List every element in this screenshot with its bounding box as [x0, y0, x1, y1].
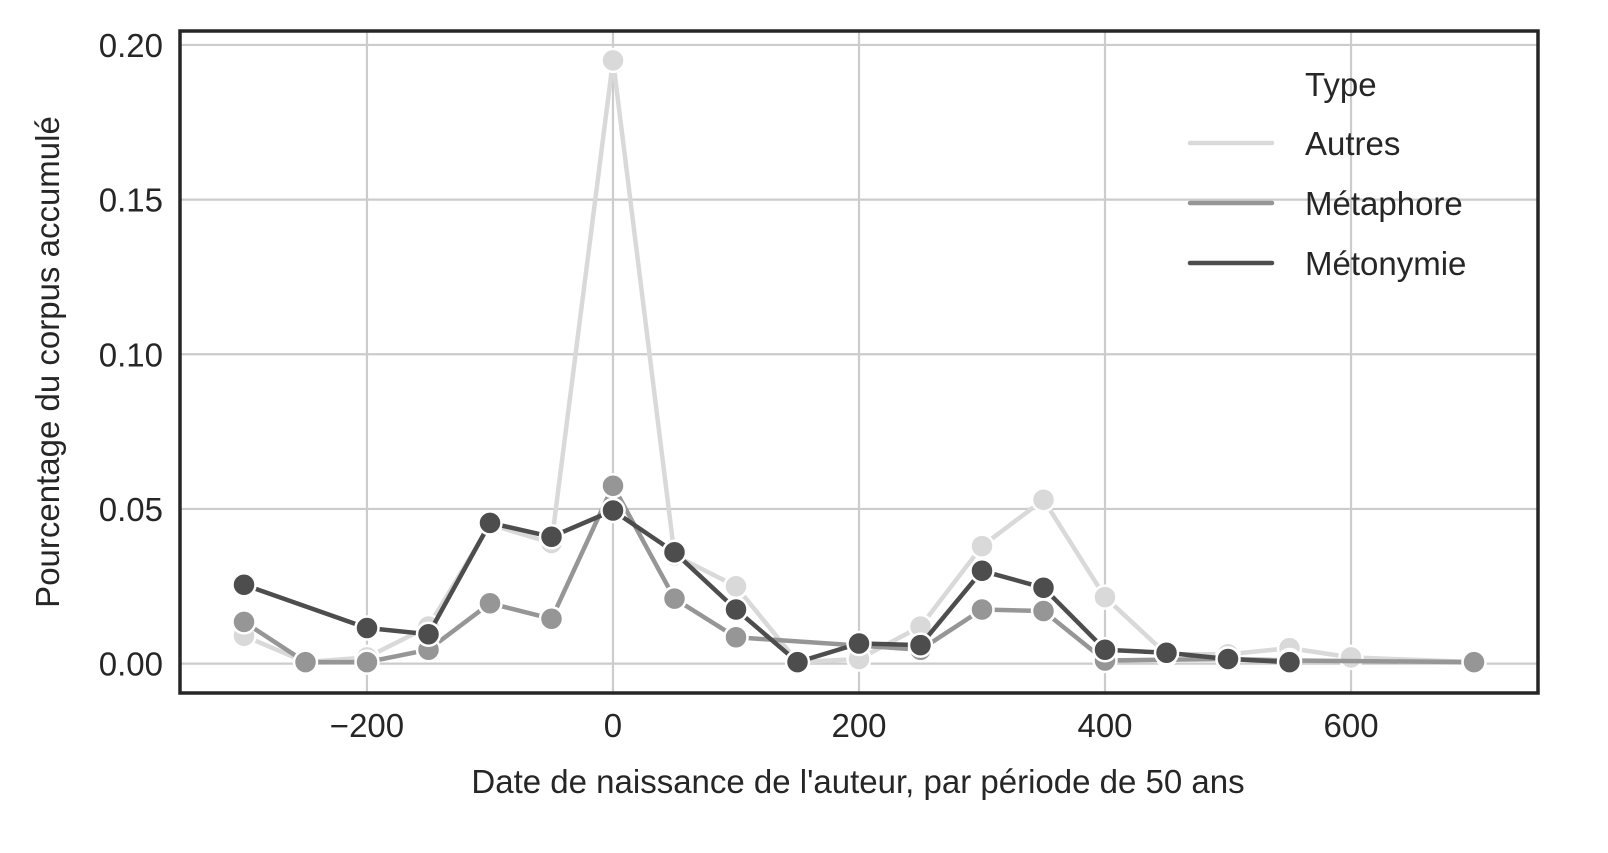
data-point	[1461, 649, 1487, 675]
y-axis-title: Pourcentage du corpus accumulé	[29, 116, 66, 608]
y-tick-label: 0.15	[99, 182, 163, 219]
x-tick-label: 200	[831, 707, 886, 744]
data-point	[723, 624, 749, 651]
y-tick-label: 0.05	[99, 491, 163, 528]
data-point	[600, 472, 626, 499]
data-point	[477, 510, 503, 536]
data-point	[1030, 598, 1057, 624]
x-axis-title: Date de naissance de l'auteur, par pério…	[471, 763, 1244, 800]
data-point	[1030, 575, 1057, 601]
x-tick-label: 400	[1077, 707, 1132, 744]
data-point	[292, 649, 319, 675]
data-point	[231, 609, 257, 635]
data-point	[1153, 640, 1180, 666]
data-point	[846, 630, 872, 657]
y-tick-label: 0.20	[99, 27, 163, 64]
data-point	[231, 571, 257, 598]
x-tick-label: 600	[1323, 707, 1378, 744]
data-point	[477, 590, 503, 617]
data-point	[1030, 486, 1057, 513]
y-tick-label: 0.10	[99, 336, 163, 373]
data-point	[1338, 644, 1364, 671]
plot-frame	[178, 29, 1540, 695]
data-point	[1092, 584, 1118, 610]
data-point	[354, 649, 380, 675]
legend-title: Type	[1305, 66, 1377, 103]
series-métonymie	[231, 497, 1303, 675]
y-axis-ticks: 0.00 0.05 0.10 0.15 0.20	[99, 27, 163, 683]
legend: Type Autres Métaphore Métonymie	[1187, 66, 1466, 282]
legend-label: Métonymie	[1305, 245, 1466, 282]
data-point	[969, 596, 995, 623]
y-tick-label: 0.00	[99, 646, 163, 683]
data-point	[354, 615, 380, 641]
data-point	[538, 606, 565, 632]
legend-entry: Métaphore	[1187, 185, 1463, 222]
data-point	[661, 585, 688, 612]
data-point	[1092, 636, 1118, 663]
data-point	[723, 573, 749, 600]
x-axis-ticks: −200 0 200 400 600	[330, 707, 1379, 744]
data-point	[415, 621, 442, 647]
legend-entry: Métonymie	[1187, 245, 1466, 282]
data-point	[969, 558, 995, 584]
data-point	[969, 533, 995, 559]
data-point	[538, 524, 565, 550]
legend-entries: Autres Métaphore Métonymie	[1187, 125, 1466, 282]
data-point	[907, 632, 934, 658]
legend-label: Autres	[1305, 125, 1400, 162]
data-point	[1215, 646, 1241, 672]
x-tick-label: −200	[330, 707, 404, 744]
x-tick-label: 0	[604, 707, 622, 744]
data-point	[1276, 649, 1303, 675]
data-point	[600, 47, 626, 74]
data-point	[600, 497, 626, 524]
data-point	[784, 649, 811, 675]
data-point	[723, 596, 749, 623]
legend-label: Métaphore	[1305, 185, 1463, 222]
data-point	[661, 539, 688, 565]
data-series	[231, 47, 1487, 675]
legend-entry: Autres	[1187, 125, 1400, 162]
